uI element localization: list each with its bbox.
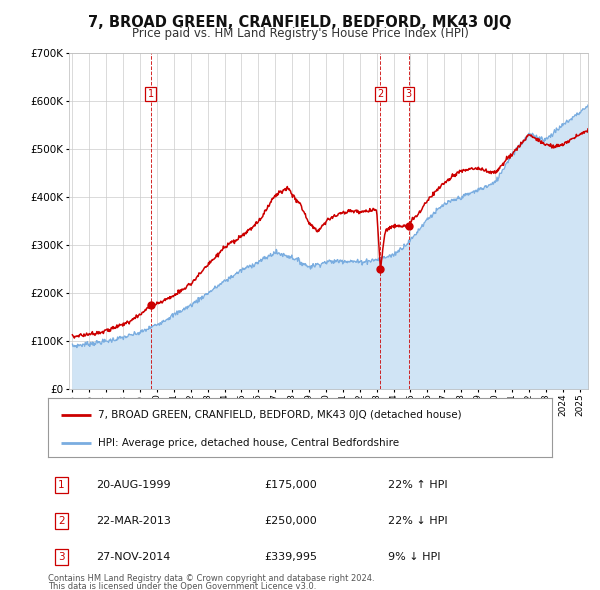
- Text: £339,995: £339,995: [264, 552, 317, 562]
- Text: 22% ↓ HPI: 22% ↓ HPI: [388, 516, 448, 526]
- Text: £250,000: £250,000: [264, 516, 317, 526]
- Text: 9% ↓ HPI: 9% ↓ HPI: [388, 552, 440, 562]
- Text: 1: 1: [148, 89, 154, 99]
- Text: Price paid vs. HM Land Registry's House Price Index (HPI): Price paid vs. HM Land Registry's House …: [131, 27, 469, 40]
- Text: 2: 2: [377, 89, 383, 99]
- Text: 20-AUG-1999: 20-AUG-1999: [97, 480, 171, 490]
- Text: 22% ↑ HPI: 22% ↑ HPI: [388, 480, 448, 490]
- Text: 22-MAR-2013: 22-MAR-2013: [97, 516, 172, 526]
- Text: 3: 3: [58, 552, 65, 562]
- Text: £175,000: £175,000: [264, 480, 317, 490]
- Text: 7, BROAD GREEN, CRANFIELD, BEDFORD, MK43 0JQ (detached house): 7, BROAD GREEN, CRANFIELD, BEDFORD, MK43…: [98, 410, 462, 419]
- Text: This data is licensed under the Open Government Licence v3.0.: This data is licensed under the Open Gov…: [48, 582, 316, 590]
- Text: 27-NOV-2014: 27-NOV-2014: [97, 552, 171, 562]
- Text: HPI: Average price, detached house, Central Bedfordshire: HPI: Average price, detached house, Cent…: [98, 438, 400, 447]
- Text: 2: 2: [58, 516, 65, 526]
- Text: 7, BROAD GREEN, CRANFIELD, BEDFORD, MK43 0JQ: 7, BROAD GREEN, CRANFIELD, BEDFORD, MK43…: [88, 15, 512, 30]
- Text: 3: 3: [406, 89, 412, 99]
- Text: Contains HM Land Registry data © Crown copyright and database right 2024.: Contains HM Land Registry data © Crown c…: [48, 574, 374, 583]
- Text: 1: 1: [58, 480, 65, 490]
